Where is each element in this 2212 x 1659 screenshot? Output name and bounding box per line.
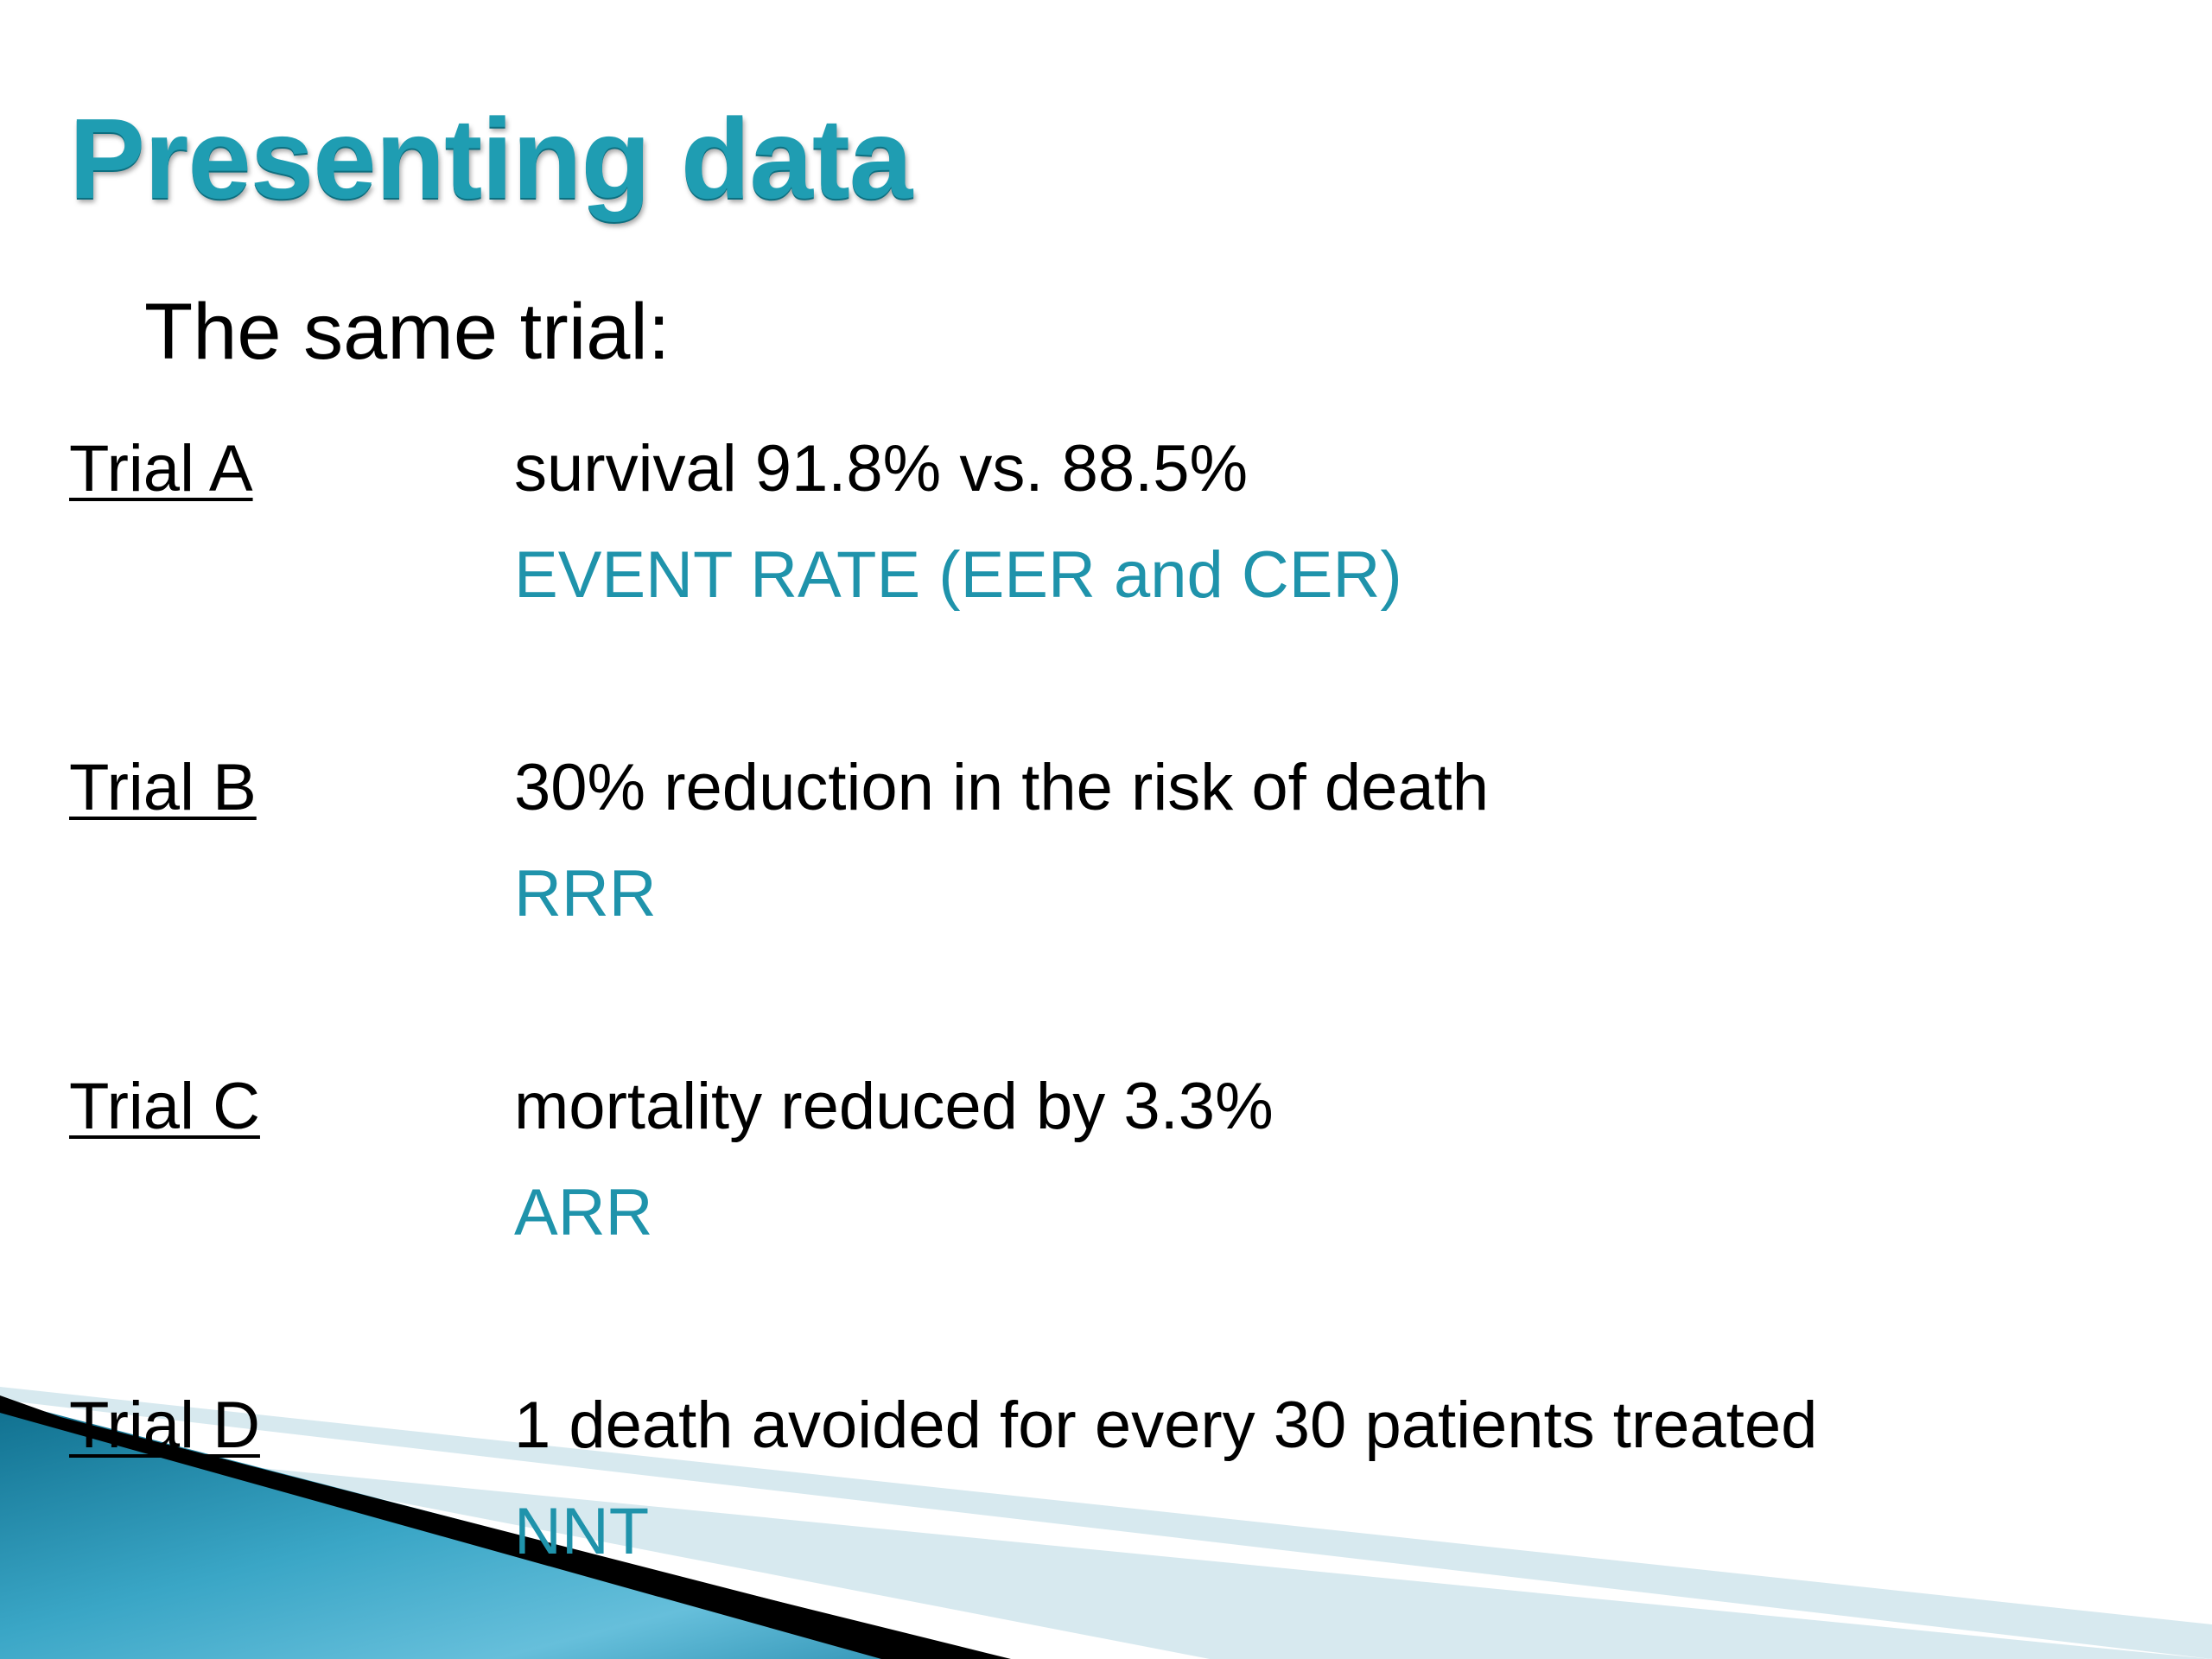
slide-title: Presenting data [69, 95, 912, 222]
trial-b-label: Trial B [69, 751, 257, 824]
trial-c-measure: ARR [514, 1176, 653, 1249]
trial-a-measure: EVENT RATE (EER and CER) [514, 538, 1402, 612]
trial-c-description: mortality reduced by 3.3% [514, 1070, 1274, 1143]
trial-d-label: Trial D [69, 1389, 260, 1462]
trial-b-measure: RRR [514, 857, 657, 931]
trial-d-description: 1 death avoided for every 30 patients tr… [514, 1389, 1818, 1462]
trial-a-label: Trial A [69, 432, 253, 505]
trial-a-description: survival 91.8% vs. 88.5% [514, 432, 1249, 505]
trial-d-measure: NNT [514, 1495, 650, 1568]
trial-b-description: 30% reduction in the risk of death [514, 751, 1490, 824]
slide-subtitle: The same trial: [144, 288, 671, 376]
decoration-light-band [0, 1387, 2212, 1659]
trial-c-label: Trial C [69, 1070, 260, 1143]
